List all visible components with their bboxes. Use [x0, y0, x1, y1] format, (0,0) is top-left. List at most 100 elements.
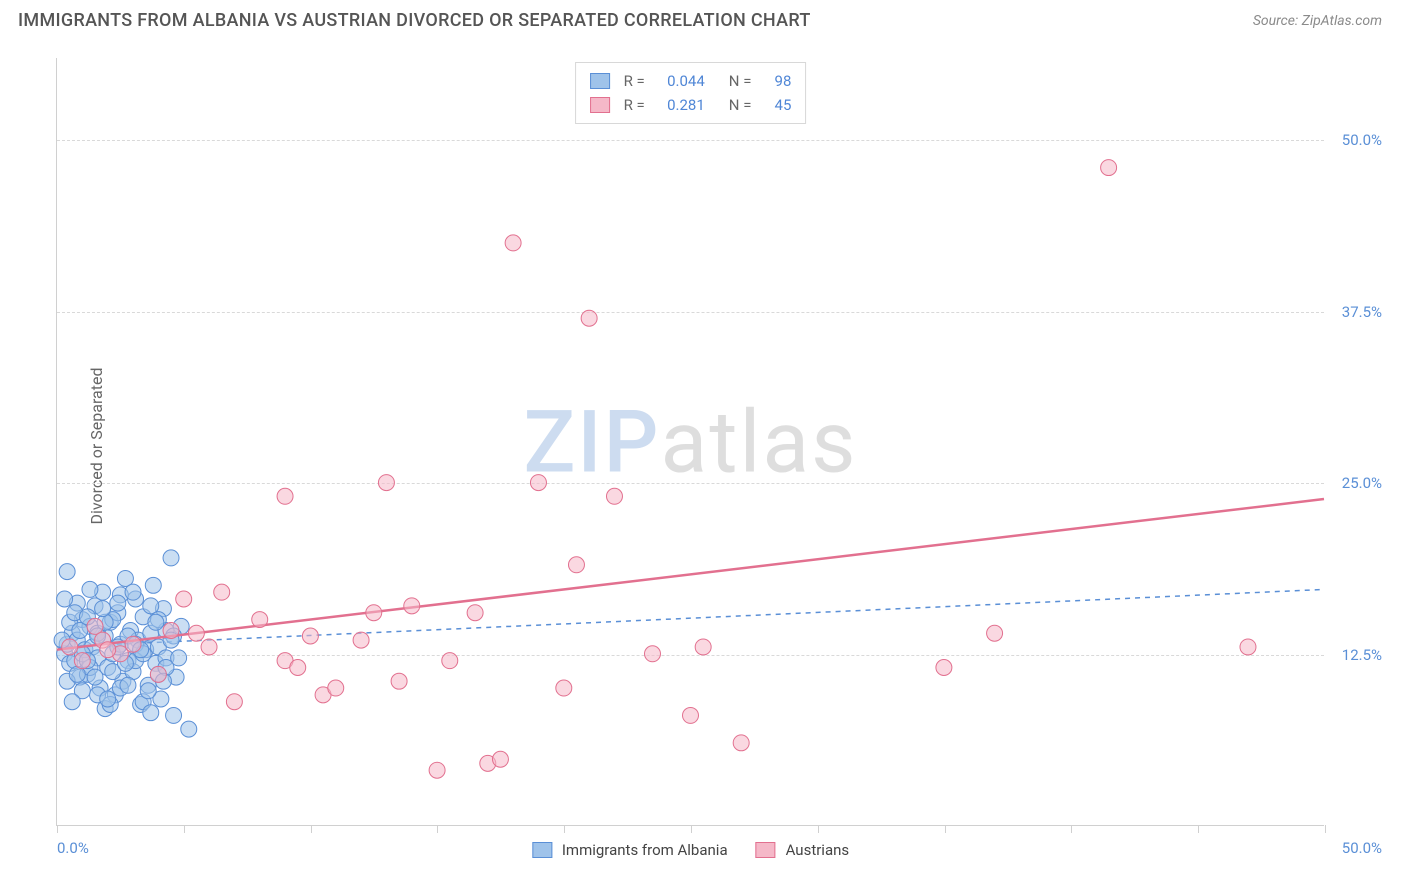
data-point	[492, 751, 508, 767]
source-text: Source: ZipAtlas.com	[1253, 13, 1382, 29]
data-point	[176, 591, 192, 607]
n-label: N =	[729, 69, 752, 93]
y-tick-label: 12.5%	[1330, 646, 1382, 664]
data-point	[100, 642, 116, 658]
data-point	[166, 707, 182, 723]
data-point	[391, 673, 407, 689]
data-point	[353, 632, 369, 648]
data-point	[987, 625, 1003, 641]
data-point	[429, 762, 445, 778]
data-point	[100, 691, 116, 707]
series-legend: Immigrants from Albania Austrians	[532, 841, 849, 859]
data-point	[59, 564, 75, 580]
x-tick	[1325, 825, 1326, 833]
data-point	[145, 577, 161, 593]
data-point	[290, 660, 306, 676]
data-point	[556, 680, 572, 696]
data-point	[74, 653, 90, 669]
x-tick	[1071, 825, 1072, 833]
data-point	[87, 669, 103, 685]
data-point	[467, 605, 483, 621]
data-point	[62, 639, 78, 655]
x-tick	[1198, 825, 1199, 833]
data-point	[695, 639, 711, 655]
data-point	[125, 636, 141, 652]
data-point	[328, 680, 344, 696]
data-point	[226, 694, 242, 710]
data-point	[644, 646, 660, 662]
plot-region: ZIPatlas 12.5%25.0%37.5%50.0% R =0.044N …	[56, 58, 1324, 826]
swatch-icon	[756, 842, 776, 858]
data-point	[606, 488, 622, 504]
data-point	[95, 601, 111, 617]
trend-line-albania	[57, 589, 1324, 647]
x-tick	[945, 825, 946, 833]
legend-label: Immigrants from Albania	[562, 841, 728, 859]
swatch-icon	[532, 842, 552, 858]
correlation-legend: R = 0.044 N = 98 R = 0.281 N = 45	[575, 62, 807, 124]
data-point	[125, 584, 141, 600]
data-point	[252, 612, 268, 628]
data-point	[1240, 639, 1256, 655]
trend-line-austrians	[57, 499, 1324, 650]
data-point	[277, 488, 293, 504]
swatch-icon	[590, 73, 610, 89]
data-point	[366, 605, 382, 621]
data-point	[143, 705, 159, 721]
legend-stat-row: R = 0.281 N = 45	[590, 93, 792, 117]
y-tick-label: 37.5%	[1330, 303, 1382, 321]
data-point	[936, 660, 952, 676]
data-point	[171, 650, 187, 666]
data-point	[201, 639, 217, 655]
data-point	[530, 475, 546, 491]
r-label: R =	[624, 93, 645, 117]
data-point	[181, 721, 197, 737]
data-point	[505, 235, 521, 251]
x-min-label: 0.0%	[57, 839, 89, 857]
data-point	[442, 653, 458, 669]
legend-label: Austrians	[786, 841, 850, 859]
data-point	[64, 694, 80, 710]
x-tick	[437, 825, 438, 833]
chart-area: ZIPatlas 12.5%25.0%37.5%50.0% R =0.044N …	[56, 58, 1324, 826]
x-tick	[57, 825, 58, 833]
data-point	[150, 666, 166, 682]
r-value: 0.044	[657, 69, 705, 93]
data-point	[110, 595, 126, 611]
data-point	[57, 591, 73, 607]
data-point	[140, 683, 156, 699]
r-label: R =	[624, 69, 645, 93]
data-point	[163, 550, 179, 566]
data-point	[581, 310, 597, 326]
scatter-svg	[57, 58, 1324, 825]
data-point	[683, 707, 699, 723]
y-tick-label: 25.0%	[1330, 474, 1382, 492]
n-value: 45	[763, 93, 791, 117]
data-point	[148, 614, 164, 630]
x-tick	[311, 825, 312, 833]
n-value: 98	[763, 69, 791, 93]
n-label: N =	[729, 93, 752, 117]
swatch-icon	[590, 97, 610, 113]
data-point	[404, 598, 420, 614]
legend-item: Immigrants from Albania	[532, 841, 728, 859]
data-point	[163, 623, 179, 639]
data-point	[378, 475, 394, 491]
r-value: 0.281	[657, 93, 705, 117]
data-point	[120, 677, 136, 693]
x-tick	[818, 825, 819, 833]
legend-stat-row: R = 0.044 N = 98	[590, 69, 792, 93]
data-point	[1101, 160, 1117, 176]
chart-title: IMMIGRANTS FROM ALBANIA VS AUSTRIAN DIVO…	[18, 10, 811, 31]
data-point	[214, 584, 230, 600]
data-point	[188, 625, 204, 641]
legend-item: Austrians	[756, 841, 850, 859]
x-tick	[691, 825, 692, 833]
y-tick-label: 50.0%	[1330, 131, 1382, 149]
data-point	[733, 735, 749, 751]
data-point	[568, 557, 584, 573]
x-tick	[564, 825, 565, 833]
x-tick	[184, 825, 185, 833]
data-point	[302, 628, 318, 644]
x-max-label: 50.0%	[1342, 839, 1382, 857]
